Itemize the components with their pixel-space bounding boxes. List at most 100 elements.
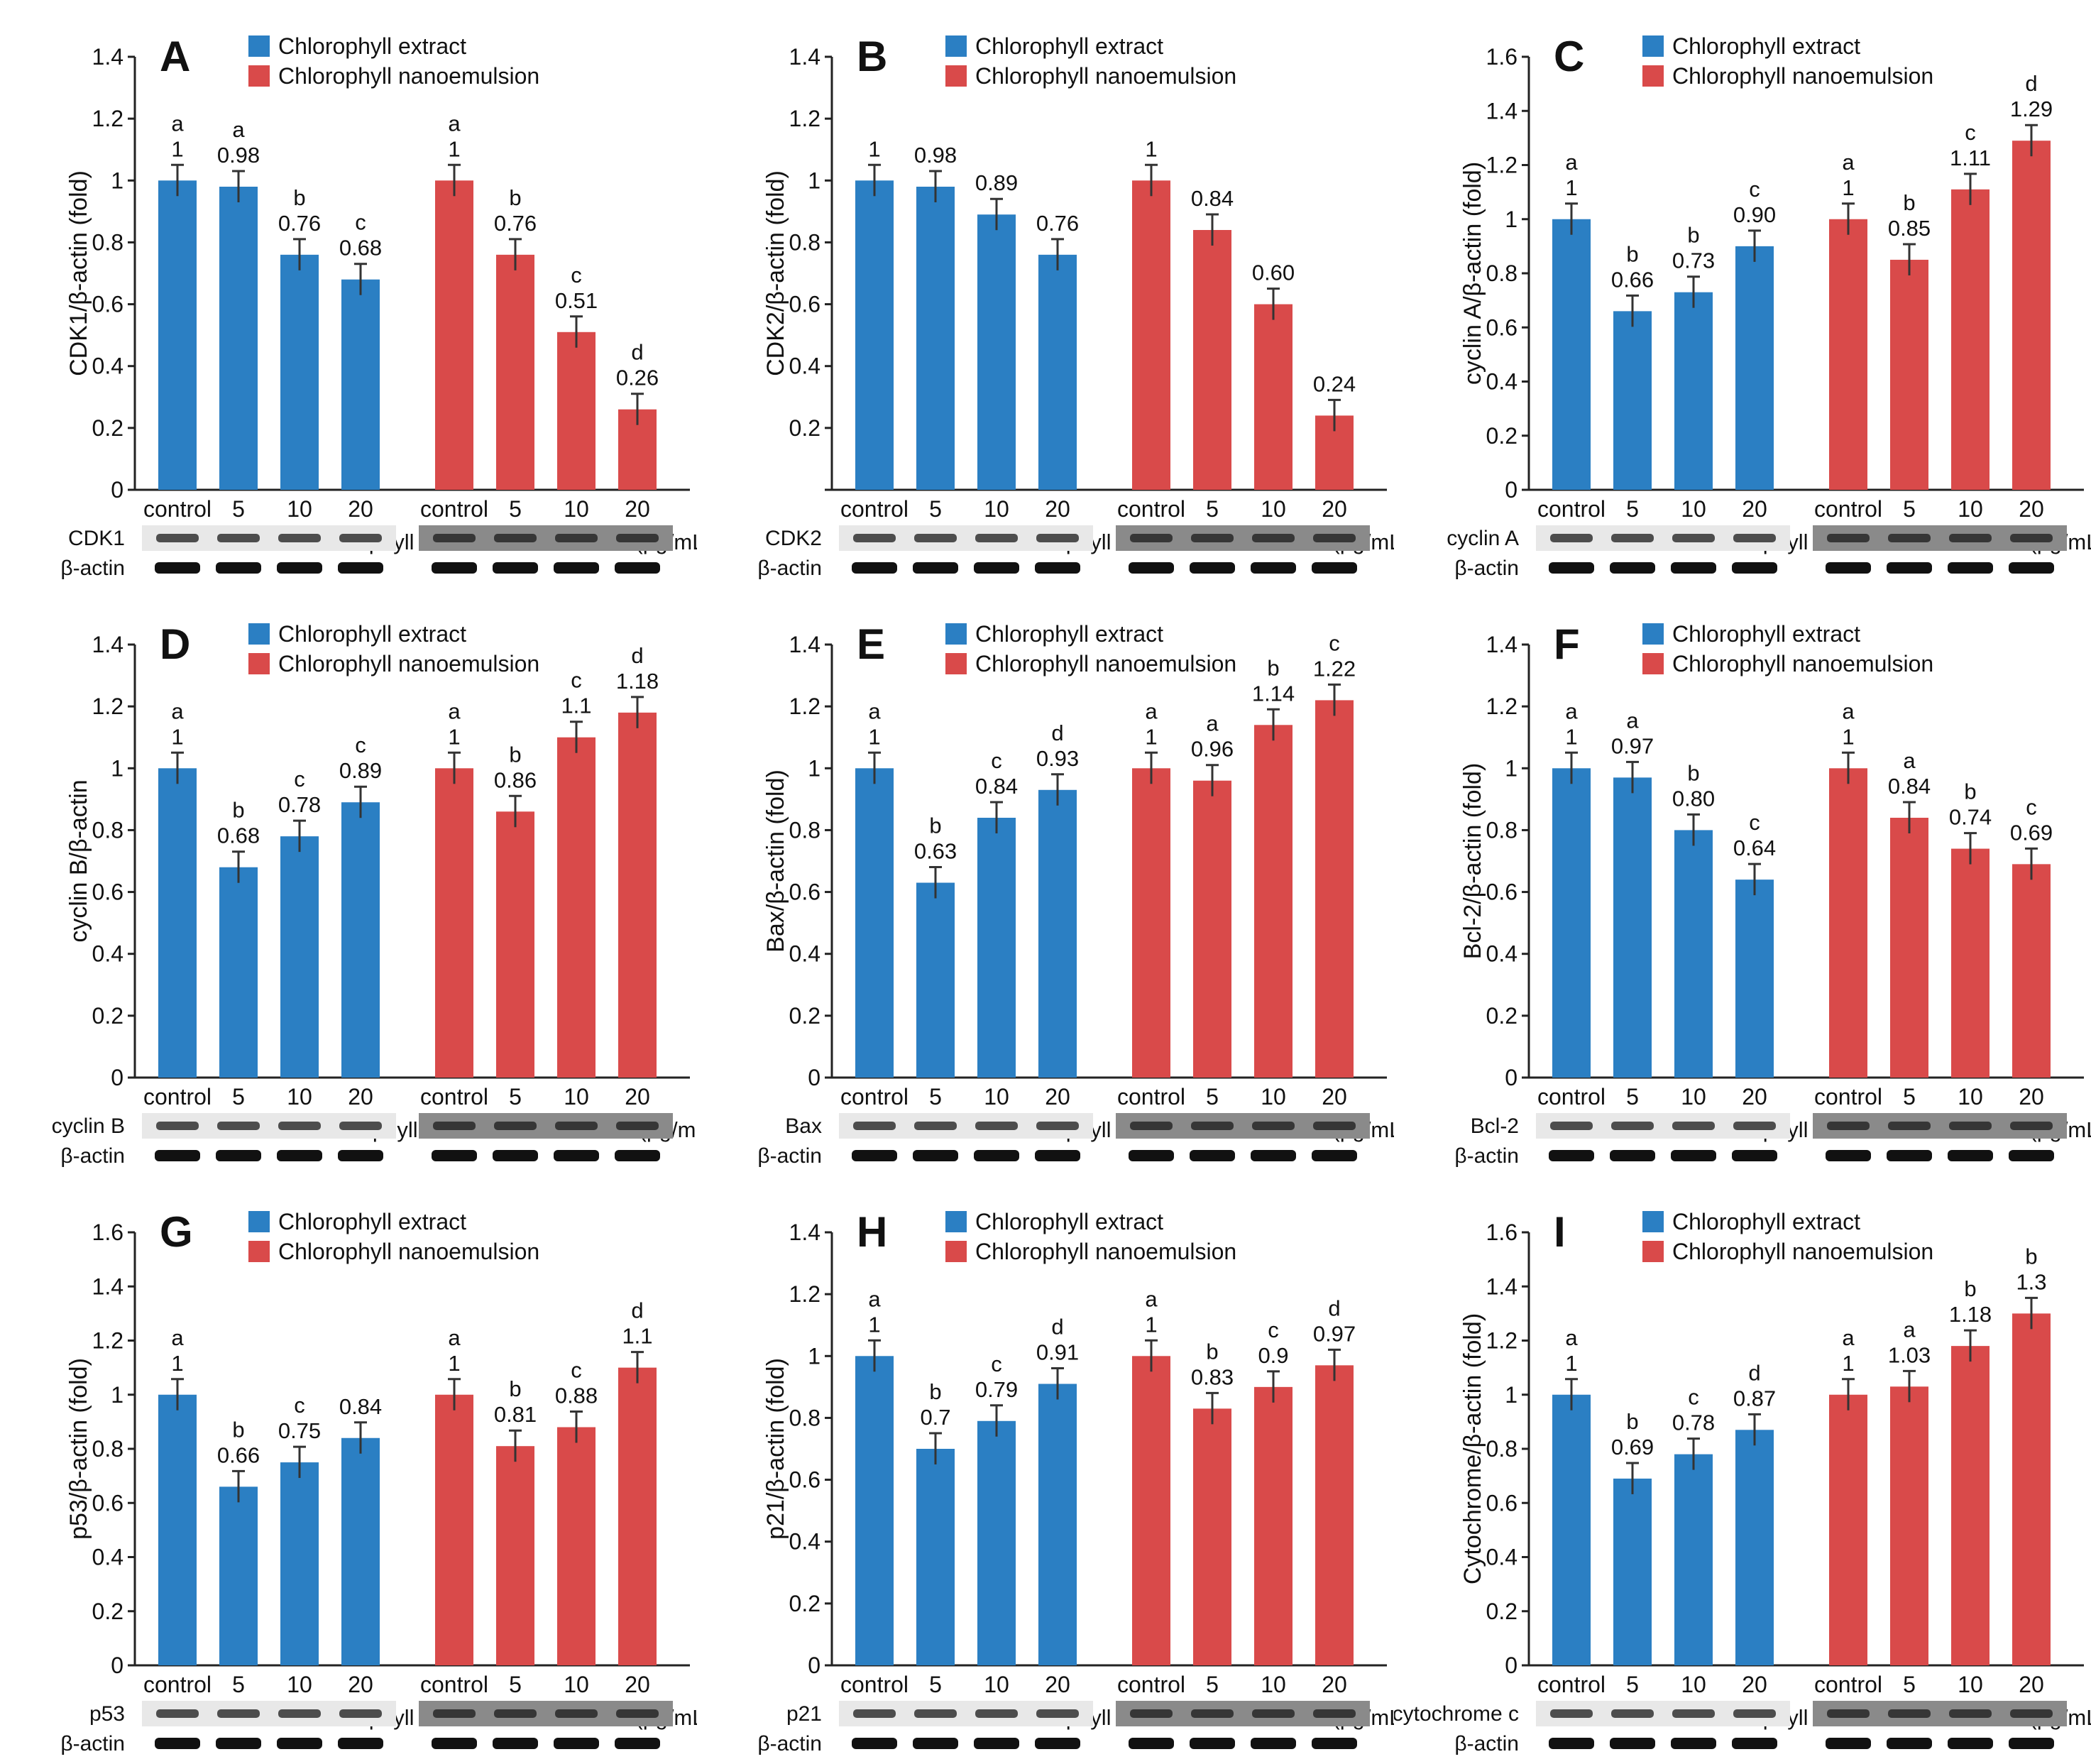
- blot-band-target: [1036, 534, 1079, 542]
- data-label: 0.98: [914, 143, 957, 168]
- data-label: 1: [868, 724, 880, 749]
- legend-swatch-extract: [945, 35, 967, 57]
- y-tick-label: 0.8: [92, 1436, 124, 1462]
- bar: [2012, 864, 2051, 1078]
- bar: [1613, 777, 1652, 1078]
- blot-band-actin: [554, 562, 599, 574]
- x-tick-label: control: [143, 496, 212, 522]
- x-tick-label: 5: [1903, 496, 1916, 522]
- x-tick-label: 10: [564, 496, 589, 522]
- bar: [1674, 1454, 1713, 1665]
- panel-c: 0 0.2 0.4 0.6 0.8 1 1.2 1.4 1.6 cyclin A/β-actin …: [1447, 33, 2091, 580]
- significance-letter: b: [929, 1379, 941, 1404]
- data-label: 0.63: [914, 839, 957, 864]
- blot-band-actin: [216, 1150, 261, 1161]
- bar: [1038, 1384, 1077, 1665]
- data-label: 1.1: [561, 694, 591, 718]
- x-tick-label: 20: [1742, 1084, 1767, 1110]
- blot-band-actin: [1826, 1150, 1871, 1161]
- blot-band-actin: [1826, 1738, 1871, 1749]
- blot-label-target: cyclin B: [52, 1114, 125, 1138]
- bar: [2012, 1313, 2051, 1665]
- data-label: 0.89: [339, 758, 382, 783]
- x-tick-label: 10: [1261, 1084, 1286, 1110]
- x-tick-label: control: [143, 1672, 212, 1697]
- legend-swatch-extract: [248, 623, 270, 645]
- significance-letter: d: [631, 340, 643, 365]
- blot-band-actin: [852, 1150, 897, 1161]
- significance-letter: a: [1206, 711, 1219, 736]
- bar: [1613, 311, 1652, 490]
- y-axis-label: p53/β-actin (fold): [65, 1358, 92, 1540]
- y-tick-label: 0.6: [1486, 880, 1518, 905]
- y-tick-label: 0.4: [789, 354, 821, 379]
- significance-letter: c: [571, 263, 582, 287]
- x-tick-label: 20: [1322, 496, 1347, 522]
- y-tick-label: 0.6: [92, 880, 124, 905]
- bar: [916, 1449, 955, 1665]
- legend-swatch-nanoemulsion: [248, 1241, 270, 1262]
- blot-band-target: [1672, 1709, 1715, 1718]
- blot-band-target: [2010, 1122, 2053, 1130]
- blot-band-target: [217, 534, 260, 542]
- y-tick-label: 1.2: [789, 106, 821, 131]
- blot-label-actin: β-actin: [1454, 557, 1519, 580]
- data-label: 0.91: [1036, 1340, 1079, 1365]
- data-label: 0.7: [920, 1405, 950, 1430]
- blot-band-target: [494, 1122, 537, 1130]
- significance-letter: b: [1626, 241, 1638, 266]
- blot-band-actin: [2009, 1738, 2054, 1749]
- significance-letter: a: [868, 1286, 881, 1311]
- panel-d: 0 0.2 0.4 0.6 0.8 1 1.2 1.4 cyclin B/β-actin D Chl…: [52, 620, 697, 1168]
- legend-swatch-extract: [1642, 35, 1664, 57]
- significance-letter: c: [571, 1358, 582, 1383]
- y-tick-label: 0.2: [789, 1591, 821, 1616]
- x-tick-label: 10: [1261, 496, 1286, 522]
- panel-letter: C: [1554, 33, 1584, 80]
- legend-label-extract: Chlorophyll extract: [278, 33, 466, 59]
- blot-band-target: [433, 1122, 476, 1130]
- blot-band-target: [278, 1122, 321, 1130]
- blot-band-target: [1550, 534, 1593, 542]
- panel-letter: E: [857, 620, 885, 668]
- x-tick-label: 5: [1903, 1672, 1916, 1697]
- blot-band-actin: [432, 1738, 477, 1749]
- significance-letter: a: [171, 111, 184, 136]
- y-tick-label: 0.4: [1486, 369, 1518, 395]
- x-tick-label: 20: [1322, 1084, 1347, 1110]
- data-label: 0.97: [1611, 733, 1654, 758]
- significance-letter: b: [232, 1417, 244, 1442]
- significance-letter: a: [1842, 150, 1855, 175]
- blot-label-target: cytochrome c: [1394, 1702, 1519, 1726]
- bar: [496, 254, 534, 490]
- bar: [1254, 725, 1293, 1078]
- significance-letter: b: [509, 742, 521, 767]
- x-tick-label: 10: [564, 1084, 589, 1110]
- x-tick-label: control: [1814, 1672, 1882, 1697]
- bar: [341, 279, 380, 490]
- blot-band-actin: [1312, 1150, 1357, 1161]
- blot-band-actin: [493, 1150, 538, 1161]
- bar: [158, 768, 197, 1078]
- legend-label-nanoemulsion: Chlorophyll nanoemulsion: [278, 651, 539, 676]
- significance-letter: c: [1329, 630, 1340, 655]
- legend-label-nanoemulsion: Chlorophyll nanoemulsion: [1672, 63, 1933, 89]
- blot-label-target: CDK2: [765, 527, 822, 550]
- blot-label-actin: β-actin: [757, 1144, 822, 1168]
- data-label: 0.26: [616, 366, 659, 390]
- bar: [855, 768, 894, 1078]
- data-label: 0.69: [2010, 820, 2053, 845]
- y-tick-label: 0.2: [92, 1599, 124, 1624]
- y-tick-label: 0.8: [1486, 1436, 1518, 1462]
- bar: [1951, 189, 1990, 490]
- bar: [496, 1446, 534, 1665]
- blot-band-target: [1611, 1709, 1654, 1718]
- y-tick-label: 0.8: [92, 817, 124, 843]
- x-tick-label: 5: [232, 1084, 245, 1110]
- blot-band-target: [1672, 1122, 1715, 1130]
- significance-letter: b: [1687, 223, 1699, 248]
- bar: [496, 811, 534, 1078]
- data-label: 1: [448, 724, 460, 749]
- x-tick-label: 20: [625, 1672, 650, 1697]
- blot-band-target: [853, 1709, 896, 1718]
